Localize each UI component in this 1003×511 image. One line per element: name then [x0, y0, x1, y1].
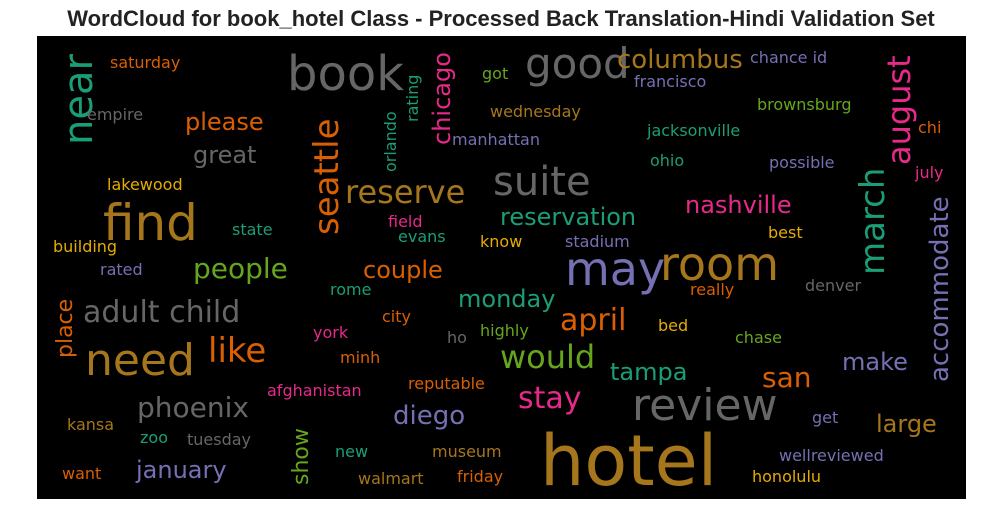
cloud-word: state — [232, 220, 273, 239]
cloud-word: good — [525, 39, 630, 88]
cloud-word: book — [287, 46, 404, 102]
cloud-word: accommodate — [925, 196, 955, 382]
cloud-word: tampa — [610, 358, 687, 386]
cloud-word: large — [876, 410, 937, 438]
cloud-word: couple — [363, 256, 443, 284]
cloud-word: chase — [735, 328, 782, 347]
cloud-word: city — [382, 307, 411, 326]
cloud-word: wellreviewed — [779, 446, 884, 465]
cloud-word: building — [53, 237, 117, 256]
cloud-word: really — [690, 280, 734, 299]
cloud-word: know — [480, 232, 522, 251]
cloud-word: please — [185, 108, 264, 136]
cloud-word: march — [853, 168, 893, 275]
cloud-word: suite — [493, 159, 591, 205]
cloud-word: francisco — [634, 72, 706, 91]
cloud-word: evans — [398, 227, 446, 246]
cloud-word: zoo — [140, 428, 168, 447]
cloud-word: denver — [805, 276, 861, 295]
cloud-word: rating — [403, 75, 422, 122]
cloud-word: empire — [87, 105, 143, 124]
cloud-word: chicago — [428, 52, 456, 145]
cloud-word: lakewood — [107, 175, 183, 194]
cloud-word: place — [53, 299, 78, 358]
cloud-word: honolulu — [752, 467, 821, 486]
cloud-word: seattle — [307, 119, 347, 236]
cloud-word: make — [842, 348, 908, 376]
cloud-word: york — [313, 323, 349, 342]
cloud-word: field — [388, 212, 423, 231]
cloud-word: highly — [480, 321, 529, 340]
chart-title: WordCloud for book_hotel Class - Process… — [67, 6, 935, 31]
cloud-background — [37, 36, 966, 499]
cloud-word: chance id — [750, 48, 827, 67]
cloud-word: january — [135, 456, 227, 484]
cloud-word: ohio — [650, 151, 684, 170]
cloud-word: saturday — [110, 53, 180, 72]
cloud-word: new — [335, 442, 368, 461]
cloud-word: stadium — [565, 232, 630, 251]
cloud-word: minh — [340, 348, 380, 367]
cloud-word: reserve — [345, 173, 465, 211]
cloud-word: best — [768, 223, 803, 242]
cloud-word: wednesday — [490, 102, 581, 121]
cloud-word: reputable — [408, 374, 485, 393]
cloud-word: april — [560, 303, 626, 338]
cloud-word: manhattan — [452, 130, 540, 149]
cloud-word: need — [85, 335, 195, 386]
cloud-word: afghanistan — [267, 381, 362, 400]
cloud-word: would — [500, 338, 595, 376]
cloud-word: jacksonville — [646, 121, 740, 140]
cloud-word: diego — [393, 401, 465, 431]
cloud-word: stay — [518, 381, 582, 416]
cloud-word: walmart — [358, 469, 424, 488]
cloud-word: museum — [432, 442, 502, 461]
cloud-word: bed — [658, 316, 688, 335]
cloud-word: san — [762, 361, 812, 394]
cloud-word: may — [565, 242, 665, 296]
cloud-word: brownsburg — [757, 95, 851, 114]
cloud-word: adult child — [83, 295, 240, 330]
cloud-word: find — [103, 194, 198, 252]
cloud-word: hotel — [540, 420, 717, 502]
cloud-word: july — [914, 163, 944, 182]
cloud-word: near — [56, 54, 102, 145]
cloud-word: rome — [330, 280, 371, 299]
cloud-word: people — [193, 252, 288, 285]
cloud-word: great — [193, 141, 256, 169]
cloud-word: rated — [100, 260, 143, 279]
cloud-word: phoenix — [137, 391, 249, 424]
cloud-word: like — [208, 331, 266, 371]
cloud-word: get — [812, 408, 838, 427]
cloud-word: want — [62, 464, 101, 483]
cloud-word: friday — [457, 467, 503, 486]
cloud-word: nashville — [685, 191, 792, 219]
cloud-word: tuesday — [187, 430, 251, 449]
cloud-word: got — [482, 64, 508, 83]
cloud-word: room — [660, 237, 779, 291]
cloud-word: kansa — [67, 415, 114, 434]
cloud-word: chi — [918, 118, 941, 137]
cloud-word: columbus — [617, 45, 743, 75]
cloud-word: review — [632, 380, 778, 431]
cloud-word: possible — [769, 153, 835, 172]
cloud-word: august — [880, 55, 918, 165]
cloud-word: reservation — [500, 203, 636, 231]
cloud-word: ho — [447, 328, 467, 347]
cloud-word: orlando — [381, 111, 400, 172]
cloud-word: show — [289, 428, 314, 485]
cloud-word: monday — [458, 285, 555, 313]
